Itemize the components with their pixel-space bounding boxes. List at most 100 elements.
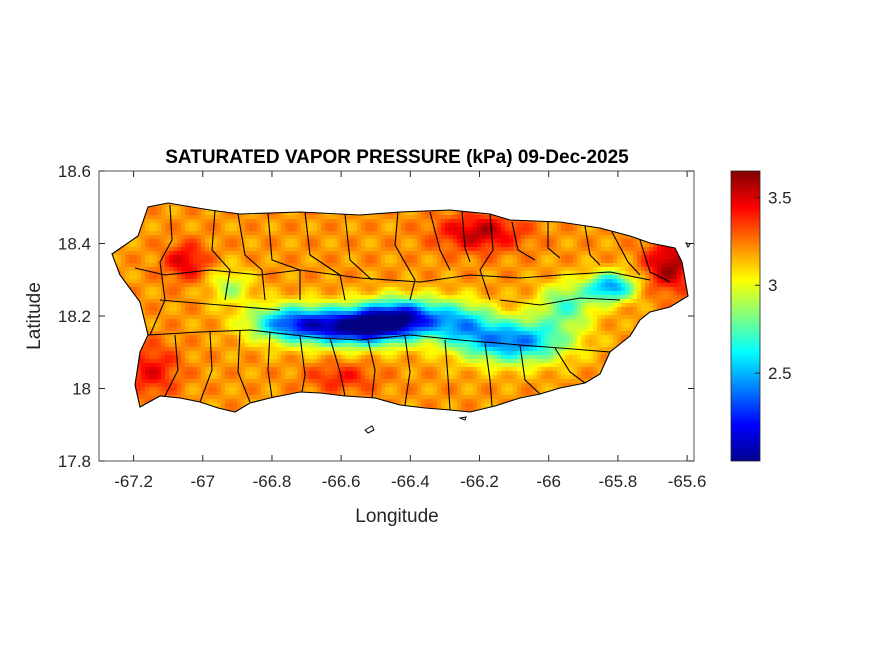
heatmap-cell	[441, 275, 446, 280]
heatmap-cell	[201, 259, 206, 264]
heatmap-cell	[457, 311, 462, 316]
heatmap-cell	[165, 303, 170, 308]
heatmap-cell	[449, 271, 454, 276]
heatmap-cell	[305, 263, 310, 268]
heatmap-cell	[597, 247, 602, 252]
heatmap-cell	[153, 227, 158, 232]
heatmap-cell	[549, 327, 554, 332]
heatmap-cell	[489, 259, 494, 264]
heatmap-cell	[569, 287, 574, 292]
heatmap-cell	[221, 323, 226, 328]
heatmap-cell	[641, 255, 646, 260]
heatmap-cell	[605, 315, 610, 320]
heatmap-cell	[553, 283, 558, 288]
heatmap-cell	[429, 211, 434, 216]
heatmap-cell	[357, 275, 362, 280]
heatmap-cell	[221, 263, 226, 268]
heatmap-cell	[357, 271, 362, 276]
heatmap-cell	[609, 323, 614, 328]
heatmap-cell	[429, 255, 434, 260]
heatmap-cell	[457, 211, 462, 216]
heatmap-cell	[581, 315, 586, 320]
heatmap-cell	[353, 251, 358, 256]
heatmap-cell	[289, 239, 294, 244]
heatmap-cell	[505, 227, 510, 232]
heatmap-cell	[265, 227, 270, 232]
heatmap-cell	[429, 287, 434, 292]
heatmap-cell	[149, 211, 154, 216]
heatmap-cell	[273, 303, 278, 308]
heatmap-cell	[333, 299, 338, 304]
heatmap-cell	[217, 307, 222, 312]
heatmap-cell	[317, 275, 322, 280]
heatmap-cell	[509, 239, 514, 244]
heatmap-cell	[349, 287, 354, 292]
heatmap-cell	[329, 319, 334, 324]
heatmap-cell	[541, 227, 546, 232]
heatmap-cell	[633, 315, 638, 320]
heatmap-cell	[585, 267, 590, 272]
heatmap-cell	[205, 319, 210, 324]
heatmap-cell	[317, 235, 322, 240]
heatmap-cell	[265, 319, 270, 324]
heatmap-cell	[173, 247, 178, 252]
heatmap-cell	[585, 231, 590, 236]
heatmap-cell	[513, 295, 518, 300]
heatmap-cell	[553, 279, 558, 284]
heatmap-cell	[297, 299, 302, 304]
heatmap-cell	[305, 291, 310, 296]
heatmap-cell	[605, 303, 610, 308]
heatmap-cell	[225, 299, 230, 304]
heatmap-cell	[165, 283, 170, 288]
heatmap-cell	[225, 223, 230, 228]
heatmap-cell	[449, 287, 454, 292]
heatmap-cell	[633, 311, 638, 316]
heatmap-cell	[537, 263, 542, 268]
heatmap-cell	[525, 239, 530, 244]
heatmap-cell	[361, 251, 366, 256]
heatmap-cell	[285, 299, 290, 304]
heatmap-cell	[321, 323, 326, 328]
heatmap-cell	[237, 287, 242, 292]
heatmap-cell	[593, 247, 598, 252]
heatmap-cell	[505, 283, 510, 288]
heatmap-cell	[201, 311, 206, 316]
heatmap-cell	[229, 247, 234, 252]
heatmap-cell	[313, 263, 318, 268]
heatmap-cell	[477, 315, 482, 320]
heatmap-cell	[205, 219, 210, 224]
heatmap-cell	[141, 247, 146, 252]
heatmap-cell	[409, 223, 414, 228]
heatmap-cell	[481, 251, 486, 256]
heatmap-cell	[125, 247, 130, 252]
heatmap-cell	[361, 307, 366, 312]
heatmap-cell	[293, 263, 298, 268]
heatmap-cell	[509, 271, 514, 276]
heatmap-cell	[185, 315, 190, 320]
heatmap-cell	[513, 279, 518, 284]
heatmap-cell	[369, 255, 374, 260]
heatmap-cell	[641, 303, 646, 308]
heatmap-cell	[309, 227, 314, 232]
heatmap-cell	[437, 287, 442, 292]
heatmap-cell	[357, 235, 362, 240]
heatmap-cell	[141, 275, 146, 280]
heatmap-cell	[521, 263, 526, 268]
heatmap-cell	[353, 243, 358, 248]
heatmap-cell	[357, 215, 362, 220]
heatmap-cell	[601, 239, 606, 244]
heatmap-cell	[645, 243, 650, 248]
heatmap-cell	[213, 291, 218, 296]
heatmap-cell	[517, 267, 522, 272]
heatmap-cell	[161, 247, 166, 252]
heatmap-cell	[173, 263, 178, 268]
heatmap-cell	[525, 299, 530, 304]
heatmap-cell	[377, 223, 382, 228]
heatmap-cell	[469, 303, 474, 308]
heatmap-cell	[505, 231, 510, 236]
heatmap-cell	[545, 227, 550, 232]
heatmap-cell	[261, 295, 266, 300]
heatmap-cell	[389, 243, 394, 248]
heatmap-cell	[433, 323, 438, 328]
heatmap-cell	[657, 247, 662, 252]
